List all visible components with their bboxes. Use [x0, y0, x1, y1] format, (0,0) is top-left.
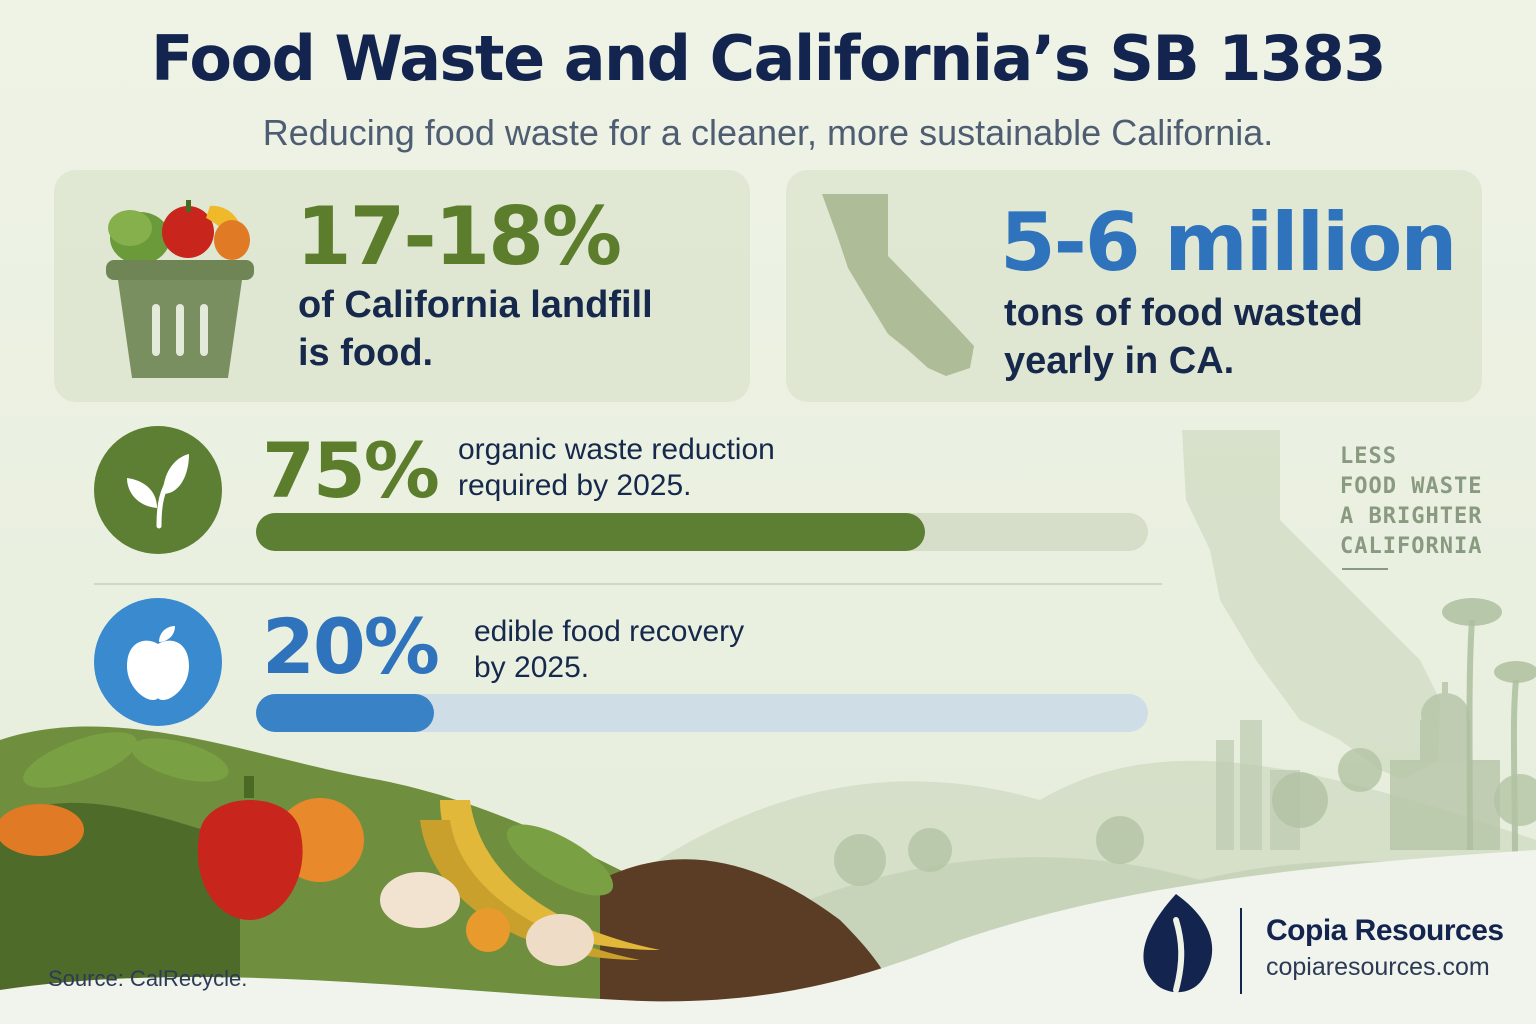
tagline: LESS FOOD WASTE A BRIGHTER CALIFORNIA	[1340, 442, 1482, 562]
section-divider	[94, 583, 1162, 585]
tagline-line4: CALIFORNIA	[1340, 534, 1483, 559]
eggshell	[526, 914, 594, 966]
recovery-progress-track	[256, 694, 1148, 732]
recovery-icon-circle	[94, 598, 222, 726]
california-map-large-icon	[1182, 430, 1440, 780]
organic-text-line1: organic waste reduction	[458, 433, 775, 466]
brand-url[interactable]: copiaresources.com	[1266, 953, 1490, 981]
page-title: Food Waste and California’s SB 1383	[151, 22, 1386, 95]
recovery-text-line2: by 2025.	[474, 651, 590, 684]
page-subtitle: Reducing food waste for a cleaner, more …	[262, 112, 1274, 153]
organic-icon-circle	[94, 426, 222, 554]
source-note: Source: CalRecycle.	[48, 966, 248, 991]
landfill-percent: 17-18%	[296, 190, 622, 283]
tons-value: 5-6 million	[1000, 196, 1457, 289]
tagline-line3: A BRIGHTER	[1340, 504, 1483, 529]
landfill-text-line1: of California landfill	[298, 284, 653, 326]
california-map-icon	[822, 194, 974, 376]
orange-peel	[0, 804, 84, 856]
small-orange	[466, 908, 510, 952]
organic-percent: 75%	[262, 426, 440, 515]
brand-name: Copia Resources	[1266, 914, 1504, 947]
tagline-underline	[1342, 568, 1388, 570]
leaf-logo-icon	[1143, 894, 1213, 993]
recovery-progress-fill	[256, 694, 435, 732]
recovery-percent: 20%	[262, 602, 440, 691]
tons-text-line1: tons of food wasted	[1004, 292, 1363, 334]
brand-divider	[1240, 908, 1242, 994]
eggshell	[380, 872, 460, 928]
tons-text-line2: yearly in CA.	[1004, 340, 1235, 382]
red-pepper	[197, 800, 303, 920]
organic-progress-track	[256, 513, 1148, 551]
tagline-line1: LESS	[1340, 444, 1397, 469]
recovery-text-line1: edible food recovery	[474, 615, 745, 648]
trash-bin-with-produce-icon	[106, 200, 254, 378]
organic-text-line2: required by 2025.	[458, 469, 692, 502]
tagline-line2: FOOD WASTE	[1340, 474, 1483, 499]
organic-progress-fill	[256, 513, 925, 551]
apple-icon	[127, 626, 189, 700]
landfill-text-line2: is food.	[298, 332, 434, 374]
leaf-sprout-icon	[127, 454, 189, 529]
